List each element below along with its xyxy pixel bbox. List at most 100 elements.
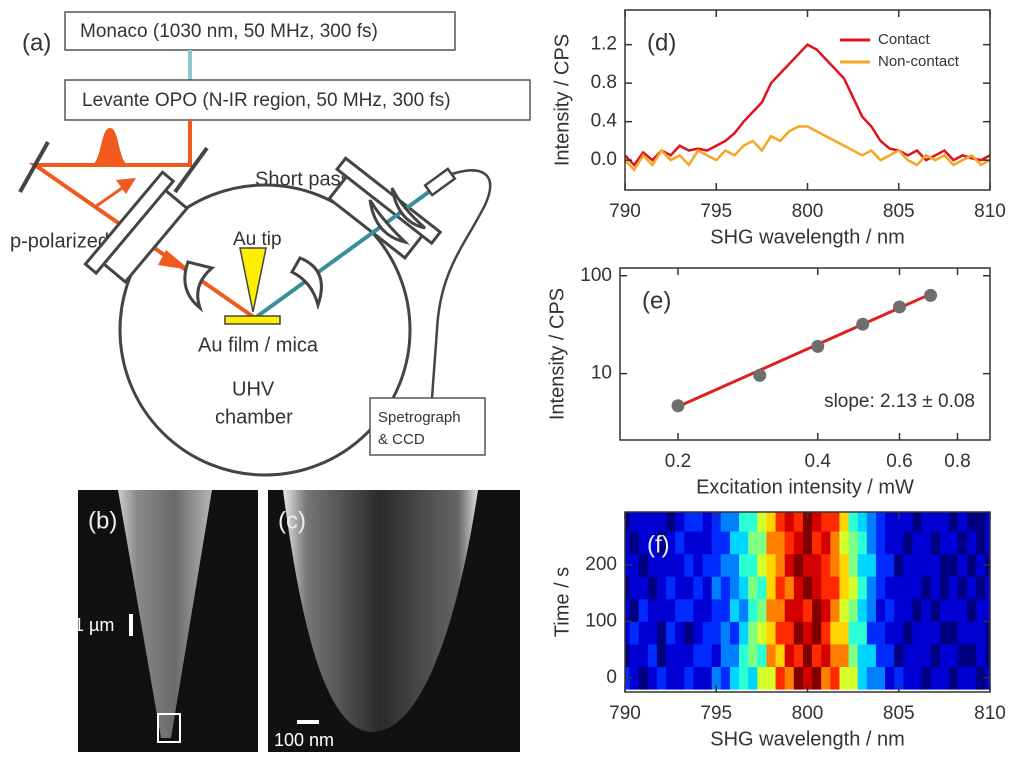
heatmap-cell [638, 644, 649, 668]
heatmap-cell [684, 531, 694, 555]
heatmap-cell [848, 666, 859, 690]
heatmap-cell [821, 598, 831, 622]
heatmap-cell [903, 644, 913, 668]
heatmap-cell [958, 666, 968, 690]
y-axis-title: Time / s [551, 567, 573, 637]
heatmap-cell [985, 598, 990, 622]
heatmap-cell [647, 666, 658, 690]
heatmap-cell [720, 531, 731, 555]
heatmap-cell [866, 598, 877, 622]
heatmap-cell [739, 512, 749, 532]
heatmap-cell [675, 531, 685, 555]
charts: Contact Non-contact 790 795 800 805 810 0.0 0.4 0… [546, 9, 1006, 750]
polarization-arrow [94, 184, 126, 209]
heatmap-cell [958, 644, 968, 668]
heatmap-cell [939, 598, 950, 622]
heatmap-cell [675, 512, 685, 532]
tip [239, 247, 267, 313]
heatmap-cell [739, 598, 749, 622]
heatmap-cell [702, 598, 713, 622]
heatmap-cell [729, 644, 740, 668]
series-line [624, 125, 991, 172]
heatmap-cell [812, 598, 822, 622]
beam-arrow [158, 250, 190, 270]
heatmap-cell [857, 531, 868, 555]
heatmap-cell [702, 512, 713, 532]
heatmap-cell [666, 644, 676, 668]
heatmap-cell [885, 644, 895, 668]
heatmap-cell [875, 576, 886, 600]
heatmap-cell [647, 512, 658, 532]
lens [390, 187, 426, 230]
heatmap-cell [802, 576, 813, 600]
heatmap-cell [967, 644, 977, 668]
heatmap-cell [812, 531, 822, 555]
heatmap-cell [839, 621, 849, 645]
heatmap-cell [693, 512, 703, 532]
polarization-head [116, 178, 136, 194]
chamber [118, 183, 412, 477]
heatmap-cell [784, 512, 795, 532]
heatmap-cell [702, 553, 713, 577]
x-axis-title: SHG wavelength / nm [710, 226, 905, 248]
heatmap-cell [821, 666, 831, 690]
heatmap-cell [802, 644, 813, 668]
legend-label: Contact [878, 31, 931, 48]
panel-label: (a) [22, 29, 51, 56]
heatmap-cell [766, 576, 776, 600]
x-tick-label: 800 [792, 703, 824, 724]
opo-label: Levante OPO (N-IR region, 50 MHz, 300 fs… [82, 90, 451, 111]
heatmap-cell [711, 553, 722, 577]
heatmap-cell [821, 644, 831, 668]
heatmap-cell [647, 531, 658, 555]
lens [183, 260, 216, 313]
heatmap-cell [912, 531, 922, 555]
heatmap-cell [638, 666, 649, 690]
heatmap [625, 512, 990, 690]
x-tick-label: 795 [700, 703, 732, 724]
heatmap-cell [766, 666, 776, 690]
heatmap-cell [766, 531, 776, 555]
annotation: slope: 2.13 ± 0.08 [824, 391, 975, 412]
plot-frame [619, 267, 991, 441]
heatmap-cell [921, 531, 932, 555]
heatmap-cell [921, 576, 932, 600]
setup-diagram: (a) Monaco (1030 nm, 50 MHz, 300 fs) Lev… [10, 11, 531, 477]
heatmap-cell [675, 644, 685, 668]
heatmap-cell [702, 531, 713, 555]
heatmap-cell [784, 553, 795, 577]
heatmap-cell [875, 666, 886, 690]
heatmap-cell [666, 598, 676, 622]
heatmap-cell [930, 512, 941, 532]
heatmap-cell [839, 644, 849, 668]
x-axis-title: SHG wavelength / nm [710, 728, 905, 750]
heatmap-cell [656, 621, 667, 645]
heatmap-cell [948, 644, 959, 668]
heatmap-cell [857, 621, 868, 645]
x-tick-label: 810 [974, 703, 1006, 724]
x-tick-label: 805 [883, 201, 915, 222]
heatmap-cell [802, 512, 813, 532]
heatmap-cell [885, 512, 895, 532]
heatmap-cell [629, 553, 640, 577]
heatmap-cell [693, 553, 703, 577]
heatmap-cell [948, 576, 959, 600]
heatmap-cell [729, 531, 740, 555]
heatmap-cell [930, 644, 941, 668]
heatmap-cell [967, 576, 977, 600]
panel-label: (f) [647, 531, 670, 558]
heatmap-cell [675, 576, 685, 600]
heatmap-cell [885, 576, 895, 600]
heatmap-cell [812, 576, 822, 600]
tip-image [283, 490, 478, 732]
heatmap-cell [629, 644, 640, 668]
heatmap-cell [875, 598, 886, 622]
heatmap-cell [875, 512, 886, 532]
heatmap-cell [967, 553, 977, 577]
heatmap-cell [793, 666, 804, 690]
y-tick-label: 0.8 [591, 72, 617, 93]
heatmap-cell [958, 576, 968, 600]
heatmap-cell [921, 666, 932, 690]
heatmap-cell [812, 644, 822, 668]
heatmap-cell [784, 621, 795, 645]
